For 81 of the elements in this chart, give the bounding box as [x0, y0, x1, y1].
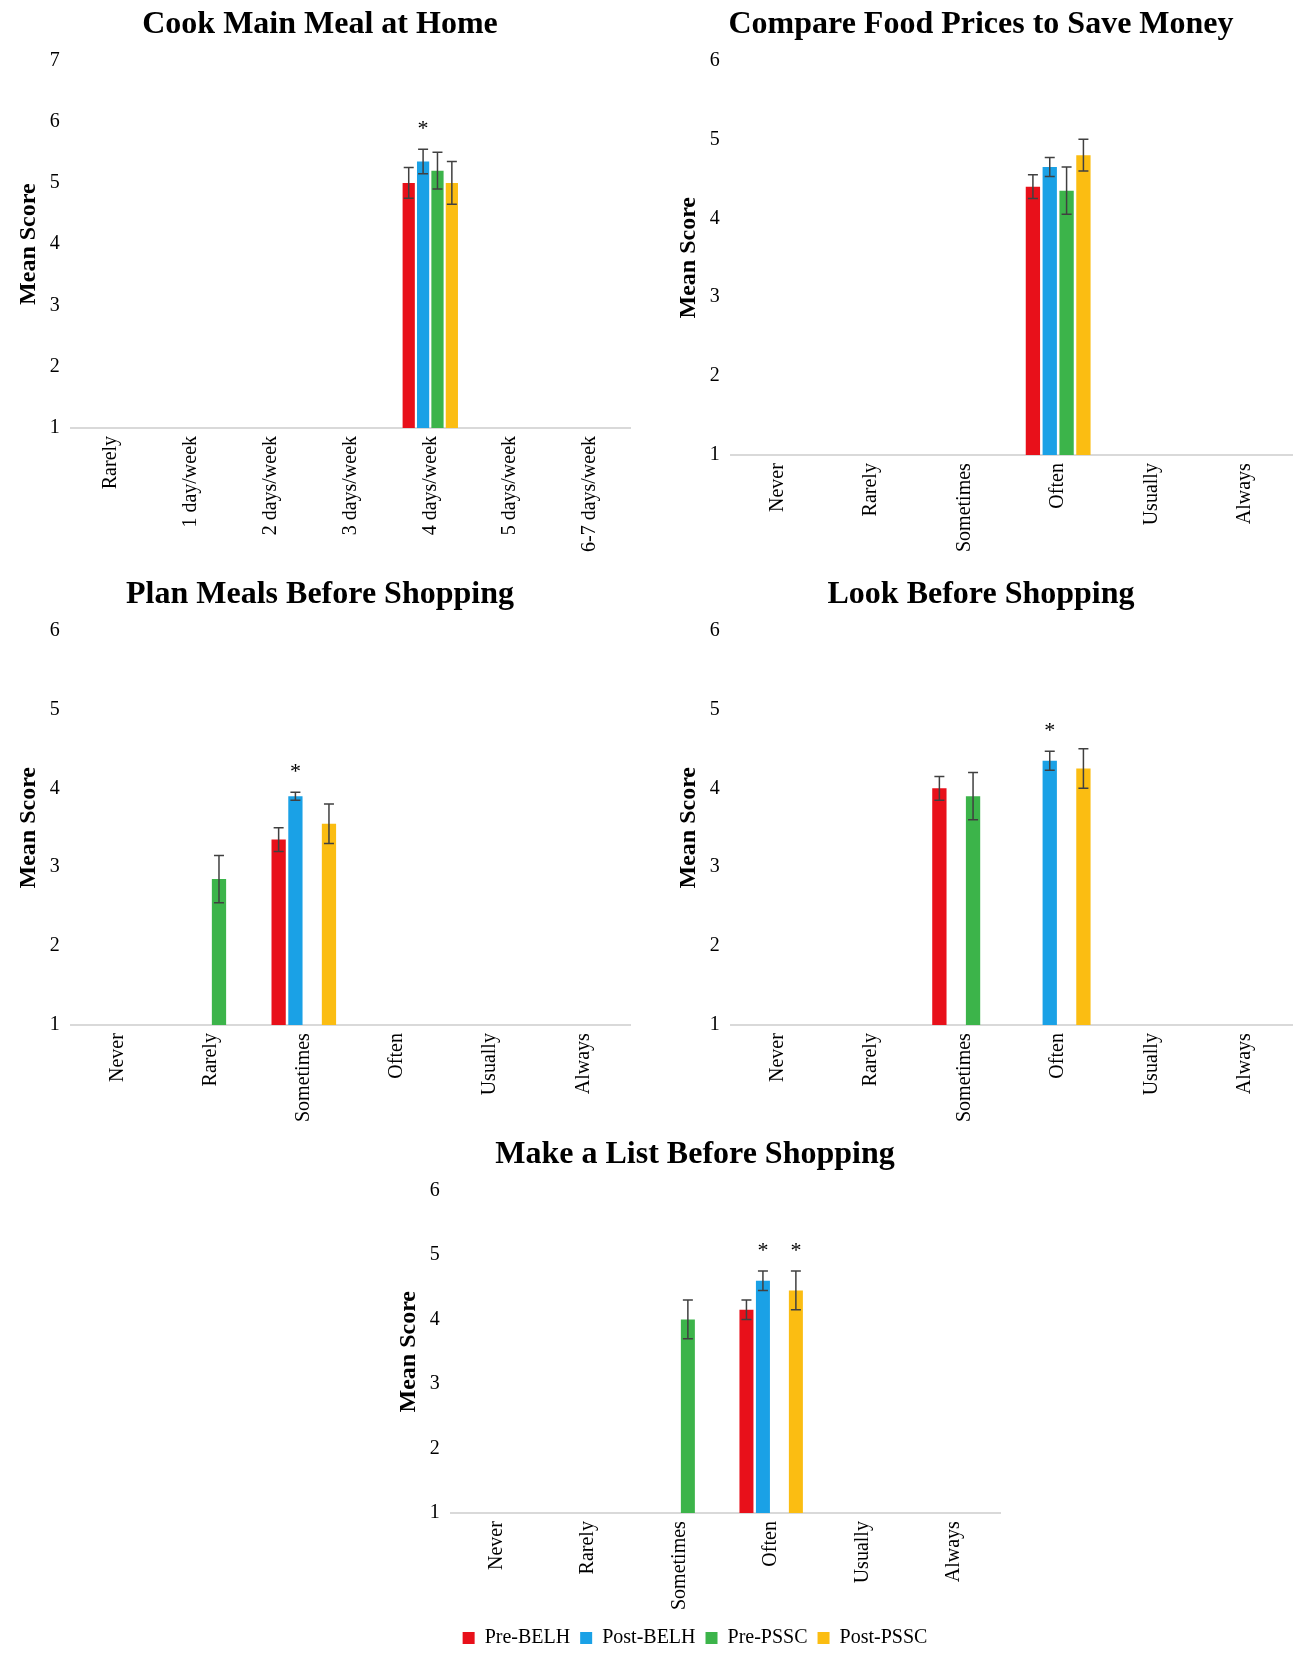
y-tick-label: 1 — [49, 1012, 60, 1035]
x-tick-label: Rarely — [858, 1033, 882, 1087]
y-tick-label: 3 — [49, 292, 60, 315]
y-tick-label: 3 — [429, 1371, 440, 1394]
annotation: * — [757, 1237, 769, 1263]
y-axis-title: Mean Score — [673, 196, 700, 319]
x-tick-label: Usually — [477, 1033, 501, 1096]
y-tick-label: 4 — [429, 1306, 440, 1329]
chart-title: Cook Main Meal at Home — [142, 4, 498, 41]
legend-label: Pre-BELH — [484, 1625, 571, 1648]
y-tick-label: 7 — [49, 47, 60, 70]
y-tick-label: 2 — [49, 933, 60, 956]
x-tick-label: 3 days/week — [337, 435, 361, 536]
y-axis-title: Mean Score — [13, 183, 40, 305]
x-tick-label: Never — [104, 1032, 127, 1082]
y-tick-label: 5 — [429, 1242, 440, 1265]
x-tick-label: 4 days/week — [417, 435, 441, 536]
y-tick-label: 4 — [709, 775, 720, 798]
y-tick-label: 2 — [49, 353, 60, 376]
x-tick-label: 5 days/week — [497, 435, 521, 536]
x-tick-label: Often — [1045, 463, 1068, 509]
x-tick-label: Often — [384, 1033, 407, 1079]
x-tick-label: Always — [570, 1032, 594, 1095]
x-tick-label: Rarely — [97, 435, 121, 490]
x-tick-label: Sometimes — [951, 1032, 974, 1122]
y-tick-label: 4 — [49, 775, 60, 798]
y-tick-label: 2 — [709, 933, 720, 956]
legend-label: Pre-PSSC — [727, 1625, 808, 1648]
y-tick-label: 5 — [709, 696, 720, 719]
y-tick-label: 2 — [429, 1435, 440, 1458]
y-tick-label: 1 — [49, 415, 60, 438]
y-tick-label: 5 — [49, 170, 60, 193]
x-tick-label: Sometimes — [666, 1520, 689, 1610]
y-tick-label: 4 — [709, 205, 720, 228]
x-tick-label: 1 day/week — [177, 435, 201, 528]
y-tick-label: 5 — [49, 696, 60, 719]
y-tick-label: 1 — [709, 442, 720, 465]
chart-title: Look Before Shopping — [827, 574, 1135, 611]
x-tick-label: Always — [1232, 462, 1256, 525]
legend-label: Post-PSSC — [839, 1625, 928, 1648]
x-tick-label: Sometimes — [951, 462, 974, 552]
x-tick-label: Always — [941, 1520, 965, 1583]
x-tick-label: Rarely — [858, 463, 882, 517]
x-tick-label: Never — [483, 1520, 506, 1570]
y-tick-label: 5 — [709, 126, 720, 149]
legend-label: Post-BELH — [602, 1625, 696, 1648]
y-tick-label: 6 — [429, 1177, 440, 1200]
chart-title: Compare Food Prices to Save Money — [728, 4, 1234, 41]
y-tick-label: 1 — [709, 1012, 720, 1035]
y-axis-title: Mean Score — [393, 1290, 420, 1413]
annotation: * — [1044, 717, 1056, 743]
y-tick-label: 3 — [709, 854, 720, 877]
x-tick-label: Usually — [1138, 463, 1162, 526]
x-tick-label: Sometimes — [291, 1032, 314, 1122]
x-tick-label: Often — [1045, 1033, 1068, 1079]
annotation: * — [417, 115, 429, 141]
y-axis-title: Mean Score — [13, 766, 40, 889]
x-tick-label: Rarely — [197, 1033, 221, 1087]
y-tick-label: 4 — [49, 231, 60, 254]
x-tick-label: Often — [758, 1521, 781, 1567]
x-tick-label: Never — [764, 462, 787, 512]
x-tick-label: 2 days/week — [257, 435, 281, 536]
x-tick-label: Always — [1232, 1032, 1256, 1095]
y-tick-label: 6 — [49, 108, 60, 131]
chart-title: Make a List Before Shopping — [495, 1134, 895, 1171]
y-tick-label: 3 — [709, 284, 720, 307]
y-tick-label: 1 — [429, 1500, 440, 1523]
y-tick-label: 2 — [709, 363, 720, 386]
y-axis-title: Mean Score — [673, 766, 700, 889]
x-tick-label: Usually — [1138, 1033, 1162, 1096]
y-tick-label: 6 — [49, 617, 60, 640]
annotation: * — [289, 758, 301, 784]
chart-title: Plan Meals Before Shopping — [126, 574, 514, 611]
annotation: * — [790, 1237, 802, 1263]
x-tick-label: Usually — [849, 1521, 873, 1584]
y-tick-label: 6 — [709, 617, 720, 640]
x-tick-label: Never — [764, 1032, 787, 1082]
x-tick-label: 6-7 days/week — [577, 435, 601, 552]
y-tick-label: 6 — [709, 47, 720, 70]
y-tick-label: 3 — [49, 854, 60, 877]
x-tick-label: Rarely — [575, 1521, 599, 1575]
